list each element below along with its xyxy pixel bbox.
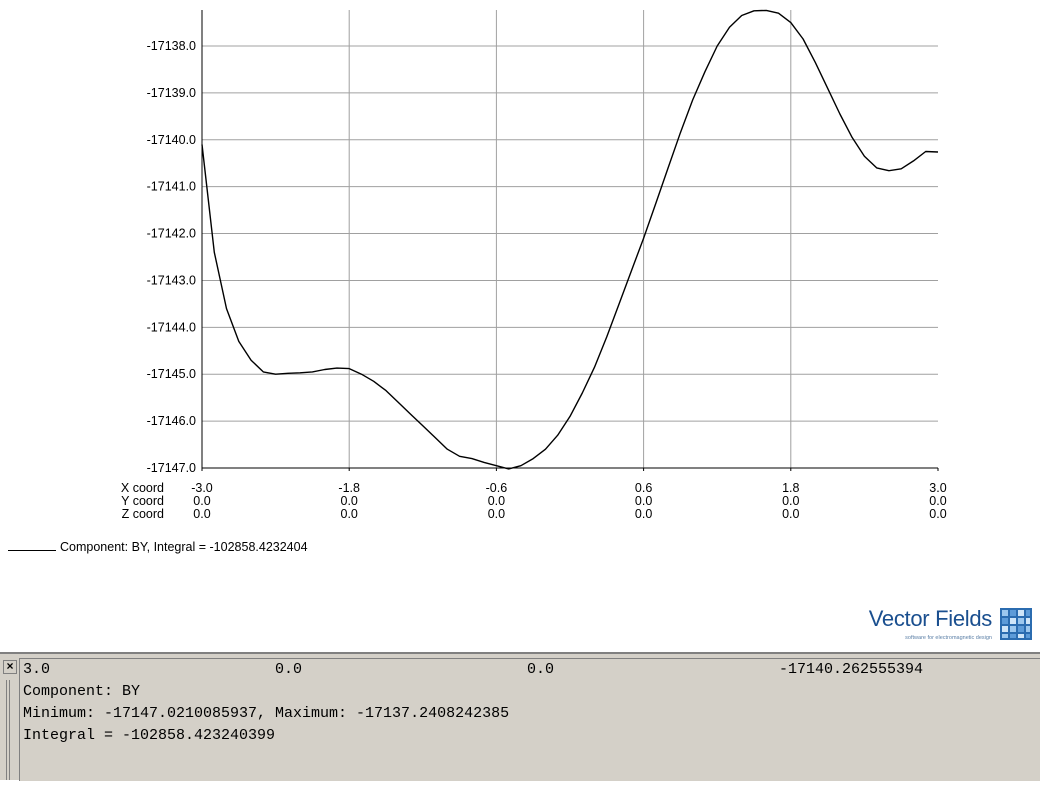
legend: Component: BY, Integral = -102858.423240… (8, 538, 308, 554)
coord-value-label: -3.0 (191, 481, 213, 495)
coord-row-label: Z coord (122, 507, 164, 521)
coord-value-label: 0.0 (488, 507, 505, 521)
coord-value-label: 0.0 (929, 507, 946, 521)
output-console[interactable]: 3.0 0.0 0.0 -17140.262555394 Component: … (19, 658, 1040, 781)
coord-value-label: 0.0 (929, 494, 946, 508)
y-tick-label: -17142.0 (147, 227, 196, 241)
console-line-coords: 3.0 0.0 0.0 -17140.262555394 (23, 659, 1033, 681)
y-tick-label: -17146.0 (147, 414, 196, 428)
coord-row-label: X coord (121, 481, 164, 495)
coord-value-label: 0.0 (635, 494, 652, 508)
coord-value-label: 0.0 (193, 494, 210, 508)
coord-value-label: 0.0 (341, 494, 358, 508)
y-tick-label: -17140.0 (147, 133, 196, 147)
series-line-by (201, 9, 939, 470)
coord-value-label: -1.8 (338, 481, 360, 495)
logo-text: Vector Fields (868, 606, 993, 631)
console-line-component: Component: BY (23, 683, 141, 700)
legend-label: Component: BY, Integral = -102858.423240… (60, 540, 308, 554)
y-tick-label: -17144.0 (147, 320, 196, 334)
coord-value-label: 0.0 (488, 494, 505, 508)
coord-row-label: Y coord (121, 494, 164, 508)
console-field-value: -17140.262555394 (779, 661, 924, 678)
coord-value-label: 0.0 (635, 507, 652, 521)
y-tick-label: -17141.0 (147, 180, 196, 194)
y-tick-label: -17145.0 (147, 367, 196, 381)
y-tick-label: -17147.0 (147, 461, 196, 475)
console-line-minmax: Minimum: -17147.0210085937, Maximum: -17… (23, 705, 510, 722)
logo-tagline: software for electromagnetic design (905, 635, 992, 641)
coord-value-label: 0.6 (635, 481, 652, 495)
output-panel: × 3.0 0.0 0.0 -17140.262555394 Component… (0, 652, 1040, 781)
legend-line-swatch (8, 550, 56, 551)
logo-grid-icon (1000, 608, 1032, 640)
line-chart: -17138.0 -17139.0 -17140.0 -17141.0 -17142.0… (121, 9, 947, 521)
plot-area: -17138.0 -17139.0 -17140.0 -17141.0 -17142.0… (121, 9, 947, 521)
coord-value-label: 0.0 (341, 507, 358, 521)
vector-fields-logo: Vector Fields software for electromagnet… (834, 604, 1034, 650)
console-line-integral: Integral = -102858.423240399 (23, 727, 276, 744)
panel-grip[interactable] (5, 680, 13, 780)
console-y-value: 0.0 (275, 661, 303, 678)
coord-value-label: 1.8 (782, 481, 799, 495)
y-tick-label: -17138.0 (147, 39, 196, 53)
coord-value-label: 3.0 (929, 481, 946, 495)
coord-value-label: -0.6 (486, 481, 508, 495)
y-tick-label: -17143.0 (147, 273, 196, 287)
close-icon[interactable]: × (3, 660, 17, 674)
console-z-value: 0.0 (527, 661, 555, 678)
y-tick-label: -17139.0 (147, 86, 196, 100)
coord-value-label: 0.0 (782, 507, 799, 521)
coord-value-label: 0.0 (782, 494, 799, 508)
console-x-value: 3.0 (23, 661, 51, 678)
coord-value-label: 0.0 (193, 507, 210, 521)
